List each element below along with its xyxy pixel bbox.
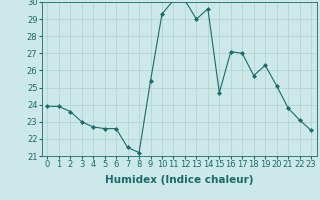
X-axis label: Humidex (Indice chaleur): Humidex (Indice chaleur)	[105, 175, 253, 185]
